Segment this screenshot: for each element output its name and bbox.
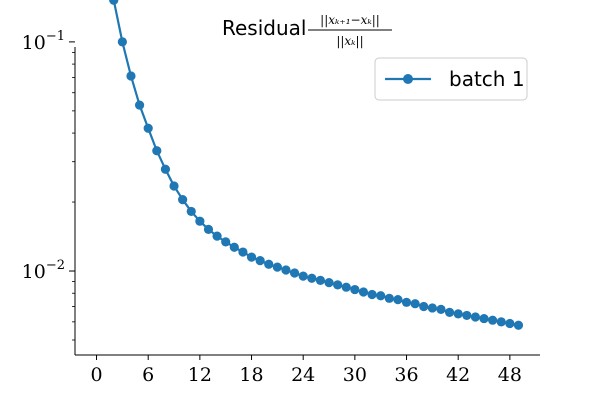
data-point — [358, 287, 369, 297]
legend-label: batch 1 — [449, 67, 525, 91]
data-point — [178, 194, 188, 205]
data-point — [134, 100, 145, 110]
x-tick-label: 12 — [188, 364, 212, 386]
data-point — [444, 307, 455, 317]
data-point — [324, 278, 334, 288]
data-point — [126, 71, 136, 81]
data-point — [341, 282, 351, 292]
data-point — [367, 289, 377, 300]
data-point — [488, 315, 498, 325]
data-point — [229, 242, 239, 252]
data-point — [333, 280, 343, 290]
y-tick-label: 10−1 — [22, 29, 65, 54]
x-tick-label: 24 — [291, 364, 315, 386]
data-point — [160, 164, 171, 174]
title-formula-denominator: ||xₖ|| — [336, 34, 363, 48]
x-tick-label: 48 — [498, 364, 522, 386]
data-point — [505, 318, 515, 329]
data-point — [401, 297, 412, 307]
title-formula-numerator: ||xₖ₊₁−xₖ|| — [320, 13, 380, 27]
x-tick-label: 42 — [446, 364, 470, 386]
data-point — [117, 37, 127, 47]
data-point — [221, 237, 231, 247]
data-point — [289, 268, 300, 278]
data-point — [410, 299, 420, 309]
data-point — [169, 181, 179, 191]
data-point — [350, 284, 360, 295]
y-tick-label: 10−2 — [22, 258, 65, 283]
x-tick-label: 0 — [90, 364, 102, 386]
series-layer — [109, 0, 524, 330]
data-point — [496, 317, 506, 327]
x-tick-label: 36 — [394, 364, 418, 386]
data-point — [109, 0, 119, 5]
title-formula: ||xₖ₊₁−xₖ|| ||xₖ|| — [308, 13, 392, 48]
x-axis-ticks: 0 6 12 18 24 30 36 42 48 — [90, 355, 522, 386]
data-point — [453, 309, 463, 319]
data-point — [384, 293, 394, 303]
data-point — [203, 224, 214, 234]
x-tick-label: 18 — [239, 364, 263, 386]
data-point — [195, 216, 205, 226]
data-point — [470, 312, 481, 322]
x-tick-label: 30 — [343, 364, 367, 386]
legend-point-marker — [403, 74, 413, 84]
data-point — [281, 265, 291, 275]
data-point — [427, 303, 437, 313]
data-point — [212, 231, 222, 241]
data-point — [272, 262, 282, 272]
y-axis-ticks: 10−1 10−2 — [22, 29, 75, 341]
data-point — [152, 146, 162, 156]
legend: batch 1 — [374, 57, 528, 101]
data-point — [238, 247, 248, 257]
data-point — [246, 252, 257, 262]
data-point — [143, 123, 153, 133]
data-point — [436, 304, 446, 314]
data-point — [393, 295, 403, 305]
data-point — [513, 320, 524, 330]
data-point — [462, 310, 472, 321]
data-point — [186, 206, 196, 217]
data-point — [376, 291, 386, 301]
data-point — [264, 259, 274, 269]
chart-title: Residual — [222, 16, 306, 40]
x-tick-label: 6 — [142, 364, 154, 386]
data-point — [479, 313, 489, 324]
legend-frame — [374, 57, 528, 101]
data-point — [307, 273, 317, 283]
data-point — [255, 256, 265, 266]
data-point — [298, 271, 308, 281]
data-point — [315, 275, 326, 286]
data-point — [419, 301, 429, 312]
